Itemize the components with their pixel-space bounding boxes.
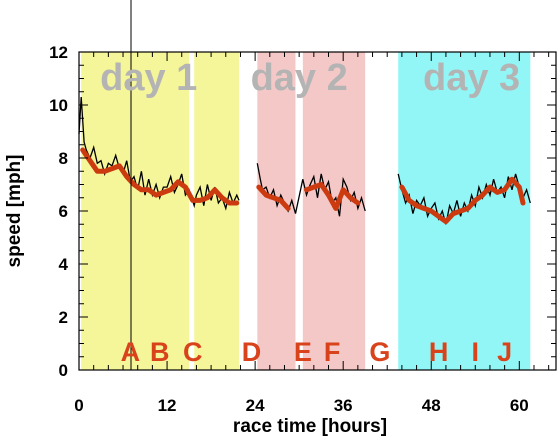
smoothed-series-line-3 xyxy=(304,182,361,211)
segment-label-a: A xyxy=(121,337,141,367)
smoothed-series-line-2 xyxy=(256,184,291,211)
y-tick-label: 12 xyxy=(49,43,68,62)
y-tick-label: 8 xyxy=(59,149,68,168)
y-axis: 0 2 4 6 8 10 12 xyxy=(49,43,556,380)
segment-label-e: E xyxy=(294,337,312,367)
segment-label-h: H xyxy=(429,337,449,367)
smoothed-series-line-1 xyxy=(80,147,240,206)
segment-label-i: I xyxy=(472,337,480,367)
x-axis: 0 12 24 36 48 60 xyxy=(74,52,550,415)
segment-label-c: C xyxy=(183,337,203,367)
smoothed-speed-series xyxy=(80,147,526,225)
x-tick-label: 24 xyxy=(246,396,265,415)
day-label-2: day 2 xyxy=(251,57,348,99)
day-label-3: day 3 xyxy=(423,57,520,99)
y-tick-label: 0 xyxy=(59,361,68,380)
shaded-period-3 xyxy=(257,52,296,370)
x-tick-label: 12 xyxy=(158,396,177,415)
x-tick-label: 0 xyxy=(74,396,83,415)
y-tick-label: 4 xyxy=(59,255,69,274)
x-tick-label: 60 xyxy=(510,396,529,415)
x-tick-label: 48 xyxy=(422,396,441,415)
shaded-period-4 xyxy=(302,52,366,370)
segment-label-b: B xyxy=(150,337,170,367)
y-tick-label: 6 xyxy=(59,202,68,221)
smoothed-series-line-4 xyxy=(399,176,526,225)
shaded-period-1 xyxy=(81,52,190,370)
y-axis-title: speed [mph] xyxy=(4,155,25,268)
shaded-period-2 xyxy=(194,52,239,370)
segment-label-f: F xyxy=(324,337,341,367)
day-label-1: day 1 xyxy=(100,57,197,99)
segment-label-g: G xyxy=(369,337,390,367)
day-labels: day 1 day 2 day 3 xyxy=(100,57,520,99)
y-tick-label: 10 xyxy=(49,96,68,115)
x-tick-label: 36 xyxy=(334,396,353,415)
x-axis-title: race time [hours] xyxy=(233,416,387,437)
segment-label-j: J xyxy=(497,337,512,367)
segment-label-d: D xyxy=(242,337,262,367)
y-tick-label: 2 xyxy=(59,308,68,327)
